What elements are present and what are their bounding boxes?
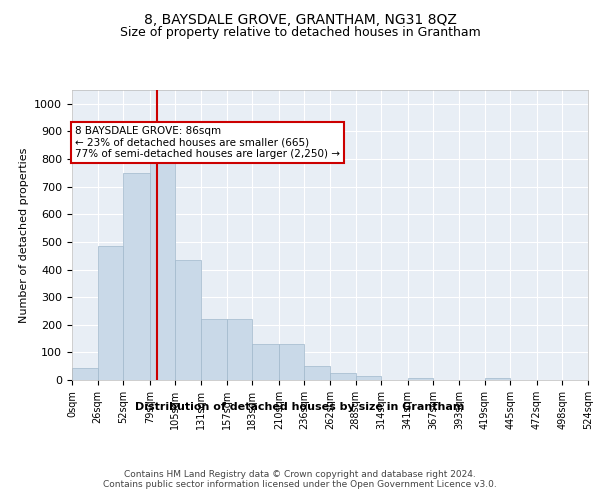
Bar xyxy=(227,319,252,380)
Y-axis label: Number of detached properties: Number of detached properties xyxy=(19,148,29,322)
Bar xyxy=(201,319,227,380)
Bar xyxy=(150,160,175,380)
Bar xyxy=(485,378,510,380)
Bar xyxy=(72,368,98,380)
Bar xyxy=(123,173,150,380)
Bar xyxy=(279,344,304,380)
Text: Contains HM Land Registry data © Crown copyright and database right 2024.
Contai: Contains HM Land Registry data © Crown c… xyxy=(103,470,497,490)
Text: Distribution of detached houses by size in Grantham: Distribution of detached houses by size … xyxy=(136,402,464,412)
Bar xyxy=(304,366,330,380)
Bar xyxy=(356,376,381,380)
Bar xyxy=(408,378,433,380)
Bar xyxy=(252,344,279,380)
Bar xyxy=(98,246,123,380)
Text: 8, BAYSDALE GROVE, GRANTHAM, NG31 8QZ: 8, BAYSDALE GROVE, GRANTHAM, NG31 8QZ xyxy=(143,12,457,26)
Bar xyxy=(175,260,201,380)
Bar xyxy=(330,372,356,380)
Text: Size of property relative to detached houses in Grantham: Size of property relative to detached ho… xyxy=(119,26,481,39)
Text: 8 BAYSDALE GROVE: 86sqm
← 23% of detached houses are smaller (665)
77% of semi-d: 8 BAYSDALE GROVE: 86sqm ← 23% of detache… xyxy=(75,126,340,159)
